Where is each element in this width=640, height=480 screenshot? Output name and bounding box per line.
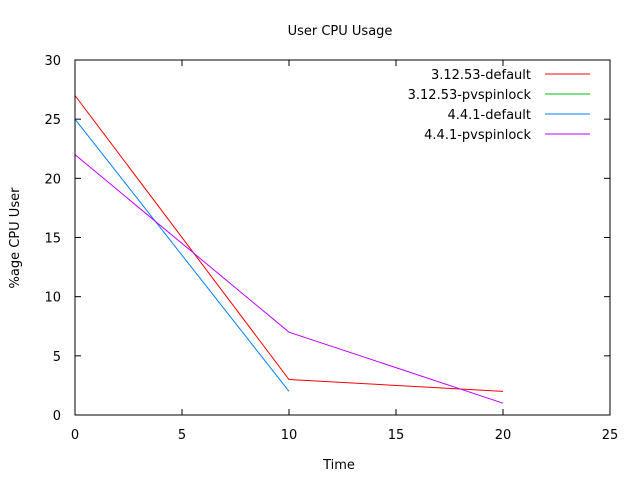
- legend-label: 4.4.1-default: [447, 108, 531, 123]
- legend-label: 3.12.53-default: [431, 68, 531, 83]
- y-tick-label: 25: [44, 113, 61, 128]
- y-tick-label: 30: [44, 54, 61, 69]
- x-tick-label: 20: [495, 428, 512, 443]
- plot-frame: [74, 59, 611, 416]
- y-tick-label: 0: [53, 409, 61, 424]
- x-tick-label: 5: [178, 428, 186, 443]
- legend-label: 4.4.1-pvspinlock: [424, 128, 531, 143]
- series-line-3: [74, 154, 504, 404]
- chart-title: User CPU Usage: [288, 24, 393, 39]
- y-axis-label: %age CPU User: [8, 187, 23, 289]
- series-lines: [74, 95, 504, 404]
- y-tick-label: 20: [44, 172, 61, 187]
- x-tick-label: 10: [281, 428, 298, 443]
- legend: 3.12.53-default 3.12.53-pvspinlock 4.4.1-d…: [408, 68, 590, 143]
- x-tick-label: 25: [602, 428, 619, 443]
- series-line-0: [74, 95, 504, 392]
- legend-label: 3.12.53-pvspinlock: [408, 88, 532, 103]
- axis-ticks: 0 5 10 15 20 25 0 5 10 15 20 25 30: [44, 54, 618, 443]
- x-axis-label: Time: [322, 458, 355, 473]
- series-line-2: [74, 118, 290, 392]
- y-tick-label: 10: [44, 291, 61, 306]
- y-tick-label: 5: [53, 350, 61, 365]
- x-tick-label: 15: [388, 428, 405, 443]
- y-tick-label: 15: [44, 232, 61, 247]
- x-tick-label: 0: [71, 428, 79, 443]
